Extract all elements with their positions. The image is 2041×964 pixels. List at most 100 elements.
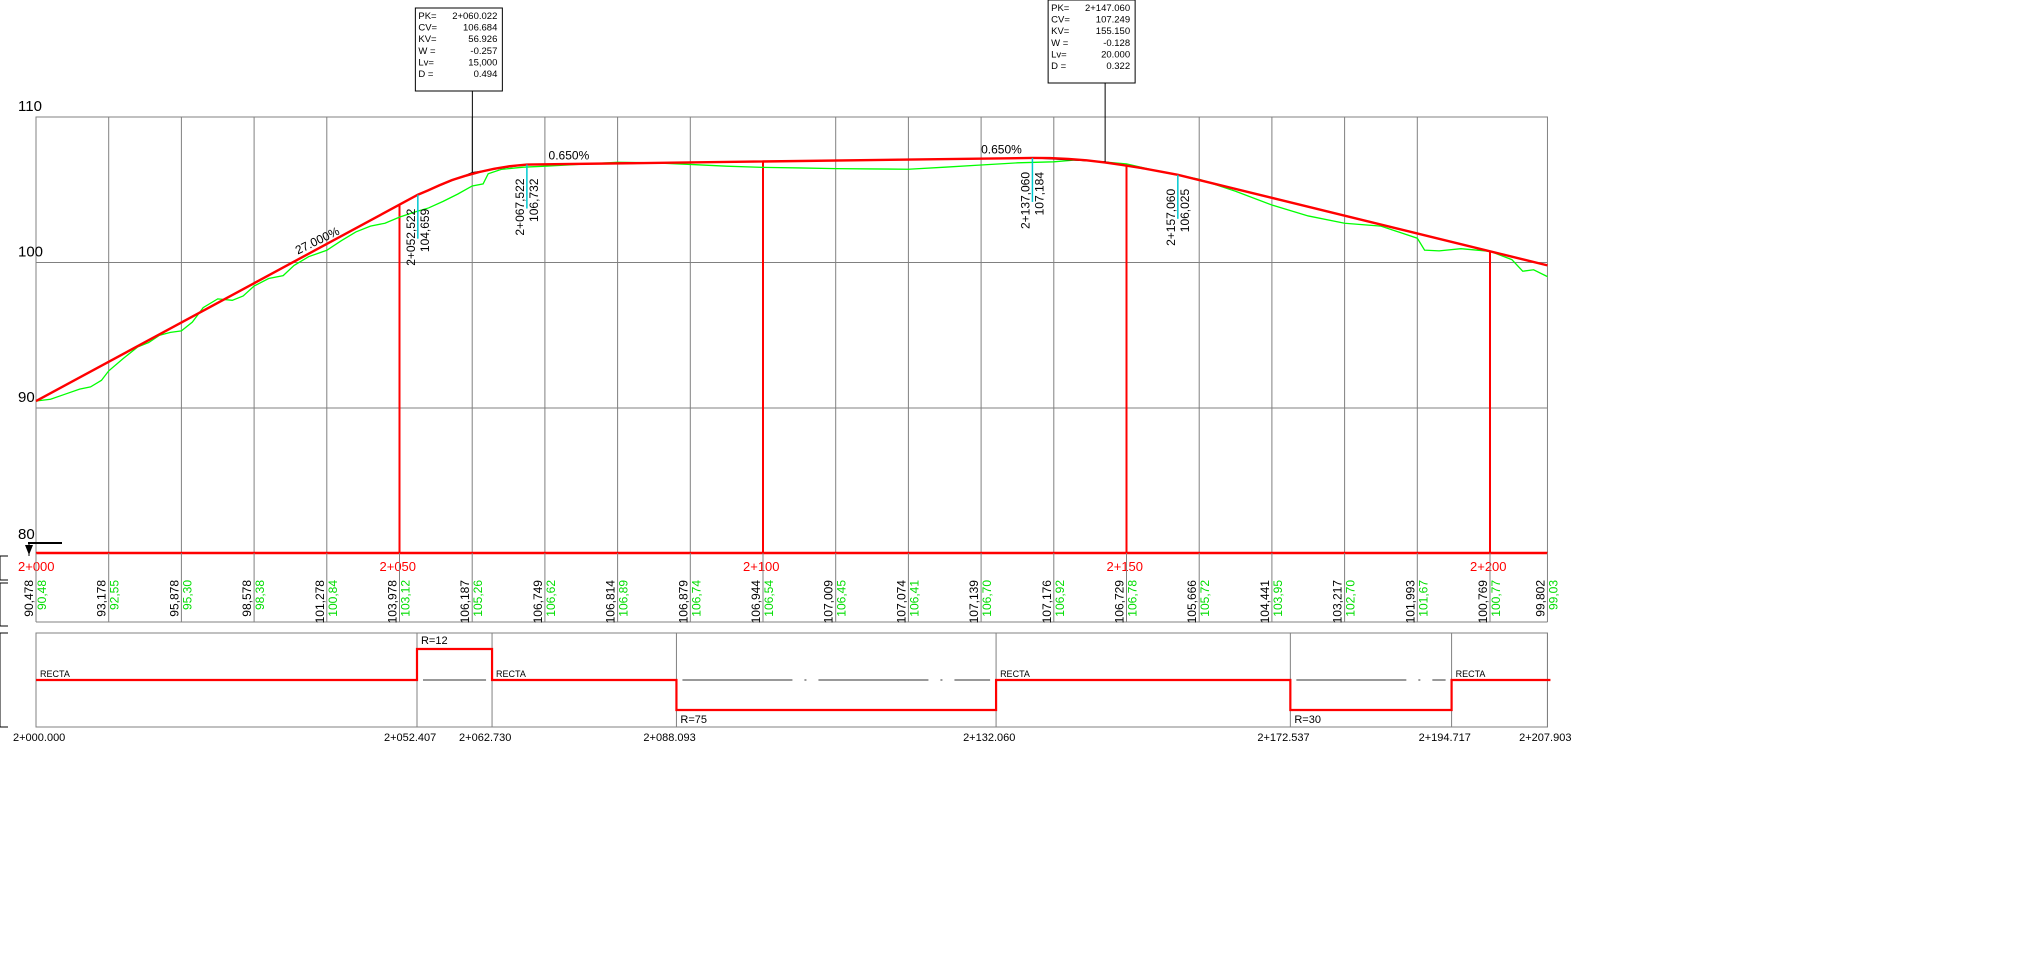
segment-label: RECTA	[496, 669, 526, 679]
callout-value: 107.249	[1096, 15, 1130, 26]
alignment-station: 2+062.730	[459, 732, 511, 744]
callout-value: 15,000	[468, 57, 497, 68]
elevation-label: 90	[18, 389, 35, 406]
callout-key: Lv=	[1051, 49, 1067, 60]
grade-elevation: 106,187	[458, 580, 472, 624]
callout-box	[414, 7, 503, 92]
grade-elevation: 107,009	[822, 580, 836, 624]
alignment-segment: RECTA	[1456, 669, 1486, 679]
terrain-elevation: 106,54	[762, 580, 776, 617]
grade-elevation: 100,769	[1476, 580, 1490, 624]
terrain-elevation: 105,26	[471, 580, 485, 617]
terrain-elevation: 105,72	[1198, 580, 1212, 617]
alignment-segment: RECTA	[496, 669, 526, 679]
alignment-step-line	[36, 647, 1551, 712]
profile-grid	[35, 116, 1548, 554]
callout-key: CV=	[1051, 15, 1070, 26]
chainage-label: 2+100	[743, 559, 780, 574]
callout-value: 0.494	[474, 69, 498, 80]
terrain-elevation: 106,62	[544, 580, 558, 617]
slope-label: 0.650%	[549, 148, 590, 162]
callout-value: 20.000	[1101, 49, 1130, 60]
elevation-label: 110	[18, 98, 42, 115]
alignment-station: 2+088.093	[643, 732, 695, 744]
grade-elevation: 95,878	[167, 580, 181, 617]
grade-elevation: 101,993	[1403, 580, 1417, 624]
segment-label: R=30	[1294, 714, 1321, 726]
terrain-elevation: 101,67	[1416, 580, 1430, 617]
callout-key: D =	[418, 69, 434, 80]
curve-callout: PK= 2+060.022 CV= 106.684 KV= 56.926 W = -0.257…	[414, 7, 503, 173]
alignment-segment: R=30	[1294, 679, 1446, 726]
terrain-profile	[35, 159, 1548, 402]
terrain-elevation: 106,89	[617, 580, 631, 617]
curve-point-pk: 2+157,060	[1164, 189, 1178, 246]
elevation-label: 80	[18, 526, 35, 543]
callout-key: Lv=	[418, 57, 434, 68]
curve-points: 2+052,522 104,659 2+067,522 106,732 2+137,06…	[404, 157, 1192, 266]
grade-elevation: 93,178	[95, 580, 109, 617]
terrain-elevation: 103,95	[1271, 580, 1285, 617]
terrain-elevation: 92,55	[108, 580, 122, 610]
callout-value: 56.926	[468, 34, 497, 45]
elevation-label: 100	[18, 244, 43, 261]
elevation-table: 90,478 90,48 93,178 92,55 95,878 95,30 98,578 9…	[0, 553, 1560, 627]
datum-arrow-icon	[25, 545, 33, 555]
alignment-segment: R=75	[680, 679, 991, 726]
segment-label: RECTA	[1000, 669, 1030, 679]
horizontal-alignment-band: 2+000.000 2+052.407 2+062.730 2+088.093 2+13…	[0, 632, 1571, 744]
vertical-curve-callouts: PK= 2+060.022 CV= 106.684 KV= 56.926 W = -0.257…	[414, 0, 1136, 173]
alignment-station: 2+194.717	[1419, 732, 1471, 744]
curve-point-elev: 106,025	[1178, 189, 1192, 233]
grade-elevation: 106,729	[1113, 580, 1127, 624]
callout-key: W =	[418, 46, 436, 57]
grade-elevation: 106,814	[604, 580, 618, 624]
alignment-station: 2+052.407	[384, 732, 436, 744]
alignment-station: 2+132.060	[963, 732, 1015, 744]
chainage-label: 2+050	[380, 559, 417, 574]
callout-value: -0.128	[1103, 38, 1130, 49]
callout-box	[1047, 0, 1136, 84]
grade-polyline	[35, 156, 1548, 403]
curve-point-elev: 106,732	[527, 178, 541, 222]
terrain-elevation: 100,84	[326, 580, 340, 617]
terrain-elevation: 103,12	[399, 580, 413, 617]
alignment-segment: RECTA	[1000, 669, 1030, 679]
alignment-station: 2+000.000	[13, 732, 65, 744]
alignment-station: 2+172.537	[1257, 732, 1309, 744]
chainage-band: 2+000 2+050 2+100 2+150 2+200	[0, 551, 1548, 581]
grade-elevation: 106,749	[531, 580, 545, 624]
callout-key: KV=	[418, 34, 437, 45]
grade-elevation: 101,278	[313, 580, 327, 624]
segment-label: R=75	[680, 714, 707, 726]
alignment-segment: R=12	[421, 635, 487, 681]
terrain-elevation: 99,03	[1546, 580, 1560, 610]
callout-key: D =	[1051, 61, 1067, 72]
callout-value: 2+060.022	[452, 11, 497, 22]
curve-point-pk: 2+137,060	[1018, 172, 1032, 229]
callout-value: 106.684	[463, 23, 497, 34]
grade-elevation: 99,802	[1533, 580, 1547, 617]
grade-elevation: 90,478	[22, 580, 36, 617]
terrain-elevation: 106,41	[907, 580, 921, 617]
terrain-elevation: 102,70	[1344, 580, 1358, 617]
terrain-elevation: 106,45	[835, 580, 849, 617]
terrain-line	[35, 159, 1548, 402]
terrain-elevation: 90,48	[35, 580, 49, 610]
profile-frame	[35, 116, 1548, 554]
terrain-elevation: 106,70	[980, 580, 994, 617]
callout-key: PK=	[1051, 3, 1070, 14]
chainage-label: 2+150	[1107, 559, 1144, 574]
callout-key: W =	[1051, 38, 1069, 49]
callout-key: CV=	[418, 23, 437, 34]
grade-elevation: 106,944	[749, 580, 763, 624]
chainage-label: 2+200	[1470, 559, 1507, 574]
segment-label: RECTA	[40, 669, 70, 679]
segment-label: R=12	[421, 635, 448, 647]
curve-point-elev: 107,184	[1032, 172, 1046, 216]
grade-elevation: 104,441	[1258, 580, 1272, 624]
curve-callout: PK= 2+147.060 CV= 107.249 KV= 155.150 W = -0.12…	[1047, 0, 1136, 162]
curve-point-pk: 2+067,522	[513, 178, 527, 235]
callout-value: 0.322	[1106, 61, 1130, 72]
